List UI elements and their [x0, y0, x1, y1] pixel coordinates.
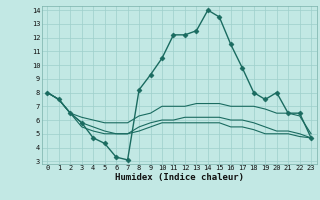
X-axis label: Humidex (Indice chaleur): Humidex (Indice chaleur) [115, 173, 244, 182]
